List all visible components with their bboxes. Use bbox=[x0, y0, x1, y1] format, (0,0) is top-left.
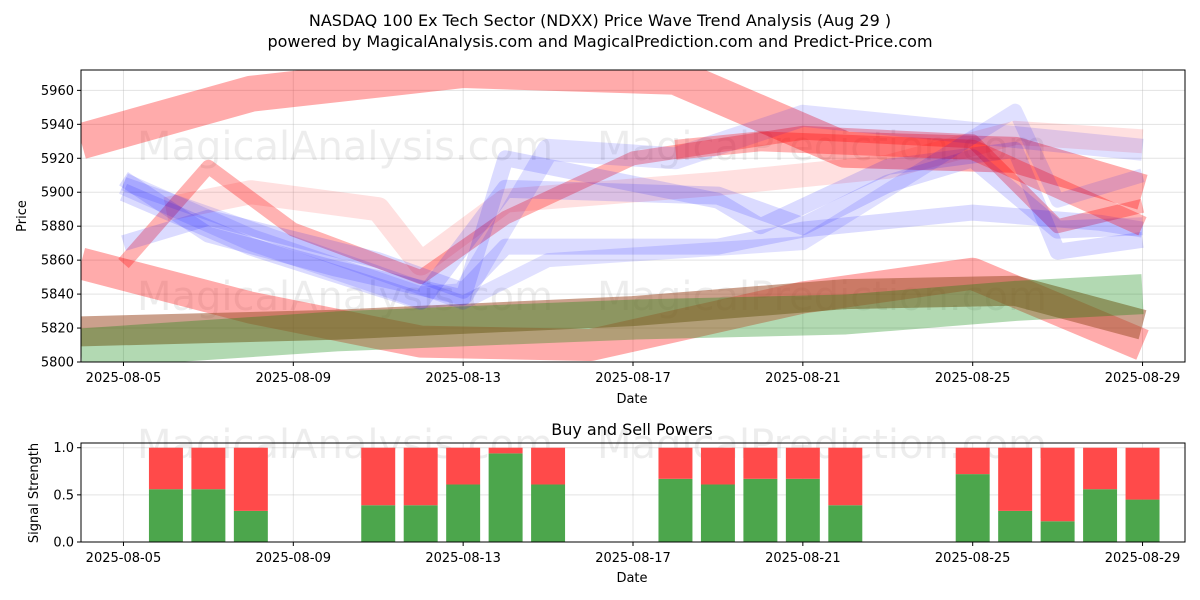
wave-band bbox=[119, 104, 1144, 309]
x-tick-label: 2025-08-21 bbox=[765, 371, 841, 386]
wave-band bbox=[81, 248, 1149, 361]
signal-bars bbox=[148, 447, 1160, 542]
sell-bar bbox=[233, 447, 268, 511]
sell-bar bbox=[361, 447, 396, 506]
x-tick-label: 2025-08-13 bbox=[425, 551, 501, 566]
wave-band bbox=[81, 274, 1144, 362]
y-tick-label: 5920 bbox=[41, 152, 74, 167]
sell-bar bbox=[1040, 447, 1075, 522]
x-tick-label: 2025-08-09 bbox=[256, 551, 332, 566]
sell-bar bbox=[955, 447, 990, 475]
signal-y-axis-label: Signal Strength bbox=[27, 443, 42, 543]
x-tick-label: 2025-08-29 bbox=[1105, 371, 1181, 386]
sell-bar bbox=[785, 447, 820, 479]
chart-subtitle: powered by MagicalAnalysis.com and Magic… bbox=[267, 32, 932, 51]
sell-bar bbox=[446, 447, 481, 485]
x-tick-label: 2025-08-25 bbox=[935, 551, 1011, 566]
watermark-analysis: MagicalAnalysis.com bbox=[137, 124, 553, 170]
y-tick-label: 5940 bbox=[41, 118, 74, 133]
wave-bands bbox=[81, 70, 1149, 362]
price-plot: MagicalAnalysis.com MagicalPrediction.co… bbox=[15, 69, 1186, 407]
wave-band bbox=[674, 131, 1147, 236]
buy-bar bbox=[446, 484, 481, 542]
buy-bar bbox=[1083, 489, 1118, 542]
buy-bar bbox=[955, 474, 990, 542]
buy-bar bbox=[785, 478, 820, 542]
buy-bar bbox=[531, 484, 566, 542]
buy-bar bbox=[191, 489, 226, 542]
buy-bar bbox=[403, 505, 438, 542]
buy-bar bbox=[1125, 499, 1160, 542]
sell-bar bbox=[998, 447, 1033, 511]
x-tick-label: 2025-08-29 bbox=[1105, 551, 1181, 566]
sell-bar bbox=[828, 447, 863, 506]
buy-bar bbox=[233, 510, 268, 542]
y-tick-label: 5860 bbox=[41, 254, 74, 269]
y-tick-label: 5820 bbox=[41, 322, 74, 337]
watermark-prediction: MagicalPrediction.com bbox=[597, 124, 1047, 170]
price-y-axis-label: Price bbox=[15, 200, 30, 232]
sell-bar bbox=[743, 447, 778, 479]
price-x-axis-label: Date bbox=[616, 392, 647, 407]
buy-bar bbox=[658, 478, 693, 542]
x-tick-label: 2025-08-13 bbox=[425, 371, 501, 386]
wave-band bbox=[118, 125, 1145, 285]
wave-band bbox=[121, 204, 1144, 299]
buy-bar bbox=[743, 478, 778, 542]
x-tick-label: 2025-08-05 bbox=[86, 551, 162, 566]
y-tick-label: 5800 bbox=[41, 356, 74, 371]
wave-band bbox=[119, 141, 1144, 306]
price-x-ticks: 2025-08-05 2025-08-09 2025-08-13 2025-08-17… bbox=[86, 362, 1181, 386]
x-tick-label: 2025-08-09 bbox=[256, 371, 332, 386]
wave-band bbox=[81, 275, 1147, 347]
x-tick-label: 2025-08-17 bbox=[595, 371, 671, 386]
y-tick-label: 5840 bbox=[41, 288, 74, 303]
buy-bar bbox=[148, 489, 183, 542]
sell-bar bbox=[403, 447, 438, 506]
sell-bar bbox=[148, 447, 183, 490]
x-tick-label: 2025-08-05 bbox=[86, 371, 162, 386]
x-tick-label: 2025-08-25 bbox=[935, 371, 1011, 386]
sell-bar bbox=[531, 447, 566, 485]
buy-bar bbox=[998, 510, 1033, 542]
y-tick-label: 5880 bbox=[41, 220, 74, 235]
x-tick-label: 2025-08-21 bbox=[765, 551, 841, 566]
sell-bar bbox=[700, 447, 735, 485]
wave-band bbox=[119, 149, 1143, 310]
signal-x-axis-label: Date bbox=[616, 571, 647, 586]
chart-title: NASDAQ 100 Ex Tech Sector (NDXX) Price W… bbox=[309, 11, 891, 30]
sell-bar bbox=[658, 447, 693, 479]
y-tick-label: 1.0 bbox=[53, 441, 74, 456]
y-tick-label: 0.0 bbox=[53, 536, 74, 551]
buy-bar bbox=[488, 453, 523, 542]
price-y-ticks: 5800 5820 5840 5860 5880 5900 5920 5940 5960 bbox=[41, 84, 81, 371]
sell-bar bbox=[191, 447, 226, 490]
sell-bar bbox=[488, 447, 523, 454]
signal-chart-title: Buy and Sell Powers bbox=[551, 420, 713, 439]
wave-band bbox=[121, 103, 1145, 310]
buy-bar bbox=[1040, 521, 1075, 542]
signal-x-ticks: 2025-08-05 2025-08-09 2025-08-13 2025-08-17… bbox=[86, 542, 1181, 566]
signal-plot: Buy and Sell Powers MagicalAnalysis.com … bbox=[27, 420, 1186, 586]
x-tick-label: 2025-08-17 bbox=[595, 551, 671, 566]
wave-band bbox=[163, 120, 1144, 276]
y-tick-label: 5960 bbox=[41, 84, 74, 99]
wave-band bbox=[81, 70, 1148, 210]
sell-bar bbox=[1083, 447, 1118, 490]
signal-y-ticks: 0.0 0.5 1.0 bbox=[53, 441, 81, 551]
buy-bar bbox=[361, 505, 396, 542]
y-tick-label: 5900 bbox=[41, 186, 74, 201]
buy-bar bbox=[828, 505, 863, 542]
y-tick-label: 0.5 bbox=[53, 488, 74, 503]
buy-bar bbox=[700, 484, 735, 542]
sell-bar bbox=[1125, 447, 1160, 500]
